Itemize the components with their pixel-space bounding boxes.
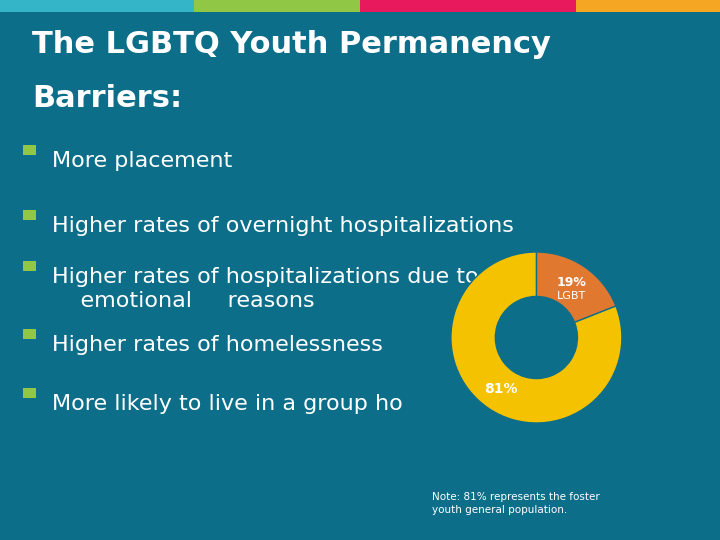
Bar — [576, 0, 720, 12]
Text: More placement: More placement — [52, 151, 232, 171]
Bar — [23, 210, 36, 220]
Text: 81%: 81% — [485, 382, 518, 396]
Text: Note: 81% represents the foster
youth general population.: Note: 81% represents the foster youth ge… — [432, 492, 600, 515]
Text: Higher rates of overnight hospitalizations: Higher rates of overnight hospitalizatio… — [52, 216, 513, 236]
Bar — [23, 261, 36, 271]
Text: Barriers:: Barriers: — [32, 84, 183, 113]
Bar — [0, 0, 194, 12]
Text: The LGBTQ Youth Permanency: The LGBTQ Youth Permanency — [32, 30, 552, 59]
Bar — [360, 0, 576, 12]
Wedge shape — [451, 252, 622, 423]
Text: More likely to live in a group ho: More likely to live in a group ho — [52, 394, 402, 414]
Bar — [23, 145, 36, 155]
Bar — [194, 0, 360, 12]
Wedge shape — [536, 252, 616, 322]
Text: Higher rates of hospitalizations due to
    emotional     reasons: Higher rates of hospitalizations due to … — [52, 267, 479, 311]
Text: Higher rates of homelessness: Higher rates of homelessness — [52, 335, 383, 355]
Bar — [23, 388, 36, 398]
Bar — [23, 329, 36, 339]
Text: LGBT: LGBT — [557, 291, 586, 301]
Text: 19%: 19% — [557, 276, 586, 289]
